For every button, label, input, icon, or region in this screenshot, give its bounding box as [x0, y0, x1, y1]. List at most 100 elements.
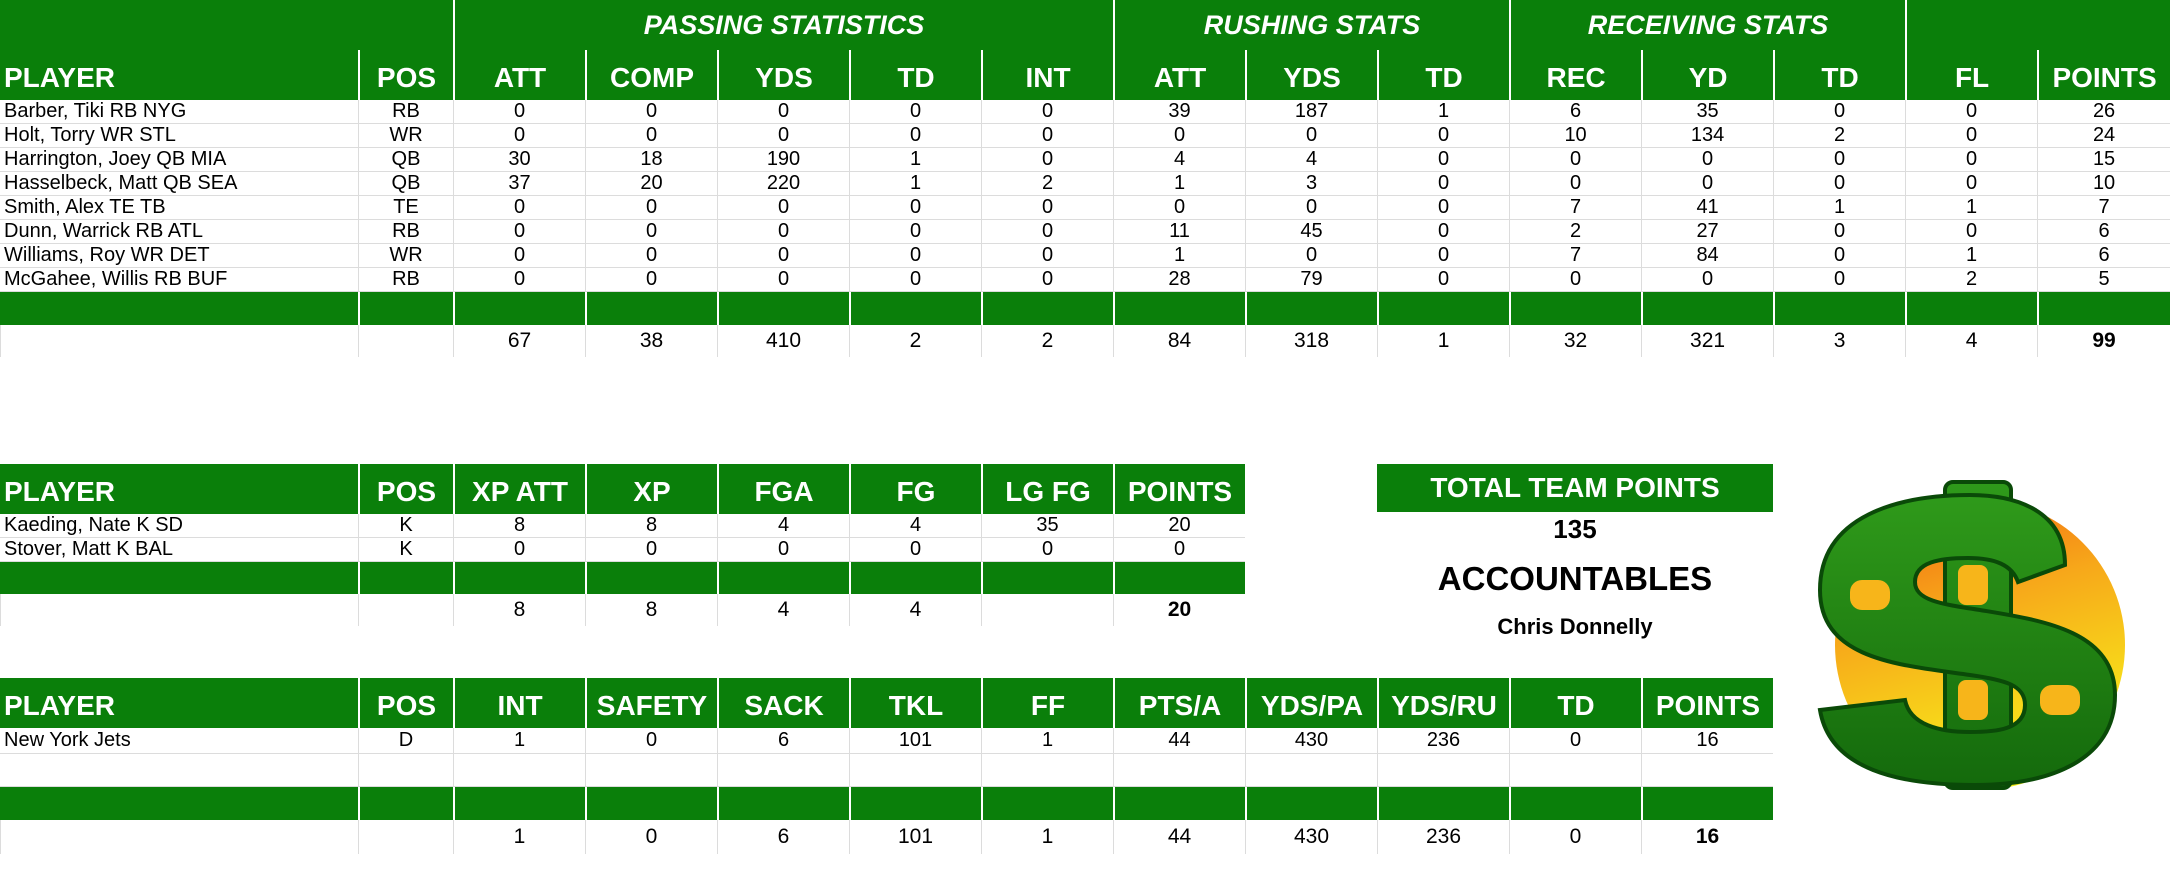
stat-cell: 6	[717, 728, 849, 754]
table-row: Holt, Torry WR STL WR 0 0 0 0 0 0 0 0 10 134 2 0 24	[0, 124, 2170, 148]
stat-cell: 24	[2037, 124, 2170, 148]
total-cell: 1	[981, 820, 1113, 854]
stat-cell: 4	[1245, 148, 1378, 172]
column-header-player: PLAYER	[0, 464, 358, 514]
team-owner: Chris Donnelly	[1497, 614, 1653, 639]
player-name-cell: Williams, Roy WR DET	[0, 244, 358, 268]
column-header-td: TD	[1377, 50, 1510, 100]
stat-cell: 0	[453, 124, 585, 148]
column-header-yds-ru: YDS/RU	[1377, 678, 1509, 728]
stat-cell: 20	[1113, 514, 1245, 538]
total-cell: 2	[981, 325, 1113, 357]
column-header-fl: FL	[1905, 50, 2038, 100]
stat-cell: 28	[1113, 268, 1246, 292]
stat-cell: 26	[2037, 100, 2170, 124]
column-header-lg-fg: LG FG	[981, 464, 1113, 514]
player-name-cell: Barber, Tiki RB NYG	[0, 100, 358, 124]
total-cell: 3	[1773, 325, 1905, 357]
green-band-cell	[1245, 787, 1377, 820]
stat-cell: 0	[981, 196, 1114, 220]
total-cell: 67	[453, 325, 585, 357]
stat-cell: 0	[1641, 268, 1774, 292]
stat-cell: D	[358, 728, 453, 754]
stat-cell: 1	[453, 728, 585, 754]
stat-cell: 0	[453, 244, 585, 268]
green-band-cell	[1113, 787, 1245, 820]
total-cell: 2	[849, 325, 981, 357]
table-row: Stover, Matt K BAL K 0 0 0 0 0 0	[0, 538, 1245, 562]
player-name-cell: Stover, Matt K BAL	[0, 538, 358, 562]
green-band-cell	[849, 292, 981, 325]
stat-cell: K	[358, 514, 453, 538]
column-header-fg: FG	[849, 464, 981, 514]
green-band-cell	[358, 292, 453, 325]
green-band-cell	[1773, 292, 1906, 325]
stat-cell: 1	[849, 172, 981, 196]
stat-cell: 0	[1509, 172, 1642, 196]
stat-cell: 0	[1245, 244, 1378, 268]
stat-cell: 0	[585, 538, 717, 562]
stat-cell: 1	[1905, 244, 2038, 268]
stat-cell: 0	[1905, 100, 2038, 124]
column-header-points: POINTS	[1641, 678, 1773, 728]
empty-cell	[717, 754, 849, 787]
stat-cell: 6	[2037, 244, 2170, 268]
green-band-cell	[358, 787, 453, 820]
stat-cell: 0	[1377, 148, 1510, 172]
green-band-cell	[1641, 787, 1773, 820]
empty-cell	[1245, 754, 1377, 787]
column-header-int: INT	[981, 50, 1114, 100]
column-header-int: INT	[453, 678, 585, 728]
stat-cell: 2	[1509, 220, 1642, 244]
stat-cell: 0	[849, 124, 981, 148]
column-header-player: PLAYER	[0, 50, 358, 100]
stat-cell: 0	[1377, 220, 1510, 244]
stat-cell: 1	[981, 728, 1113, 754]
column-header-safety: SAFETY	[585, 678, 717, 728]
stat-cell: 0	[585, 124, 717, 148]
stat-cell: 0	[717, 538, 849, 562]
green-band-cell	[1377, 292, 1510, 325]
stat-cell: 0	[1773, 220, 1906, 244]
green-band-cell	[2037, 292, 2170, 325]
stat-cell: 190	[717, 148, 849, 172]
green-band-cell	[1113, 292, 1246, 325]
total-cell: 4	[1905, 325, 2037, 357]
stat-cell: 0	[849, 196, 981, 220]
empty-cell	[849, 754, 981, 787]
stat-cell: 35	[981, 514, 1113, 538]
stat-cell: 0	[1377, 268, 1510, 292]
stat-cell: 0	[453, 538, 585, 562]
stat-cell: RB	[358, 100, 453, 124]
column-header-points: POINTS	[2037, 50, 2170, 100]
stat-cell: QB	[358, 148, 453, 172]
dollar-sign-logo-icon	[1817, 480, 2125, 790]
green-band-cell	[717, 292, 849, 325]
total-cell: 0	[585, 820, 717, 854]
stat-cell: 35	[1641, 100, 1774, 124]
stat-cell: 0	[717, 268, 849, 292]
stat-cell: 1	[1905, 196, 2038, 220]
stat-cell: QB	[358, 172, 453, 196]
stat-cell: 7	[1509, 244, 1642, 268]
stat-cell: 0	[717, 196, 849, 220]
defense-stats-table: PLAYER POS INT SAFETY SACK TKL FF PTS/A YDS/PA YD…	[0, 678, 1773, 854]
player-name-cell: Smith, Alex TE TB	[0, 196, 358, 220]
column-header-comp: COMP	[585, 50, 717, 100]
stat-cell: RB	[358, 220, 453, 244]
green-band-cell	[1245, 292, 1378, 325]
stat-cell: 0	[1113, 196, 1246, 220]
stat-cell: 0	[1377, 244, 1510, 268]
total-points-cell: 16	[1641, 820, 1773, 854]
table-row: New York Jets D 1 0 6 101 1 44 430 236 0 16	[0, 728, 1773, 754]
column-header-rec: REC	[1509, 50, 1642, 100]
stat-cell: 0	[981, 244, 1114, 268]
stat-cell: 0	[981, 124, 1114, 148]
total-cell	[358, 325, 453, 357]
stat-cell: 18	[585, 148, 717, 172]
total-cell: 318	[1245, 325, 1377, 357]
stat-cell: WR	[358, 124, 453, 148]
total-cell	[358, 820, 453, 854]
team-name: ACCOUNTABLES	[1437, 560, 1713, 597]
stat-cell: 11	[1113, 220, 1246, 244]
